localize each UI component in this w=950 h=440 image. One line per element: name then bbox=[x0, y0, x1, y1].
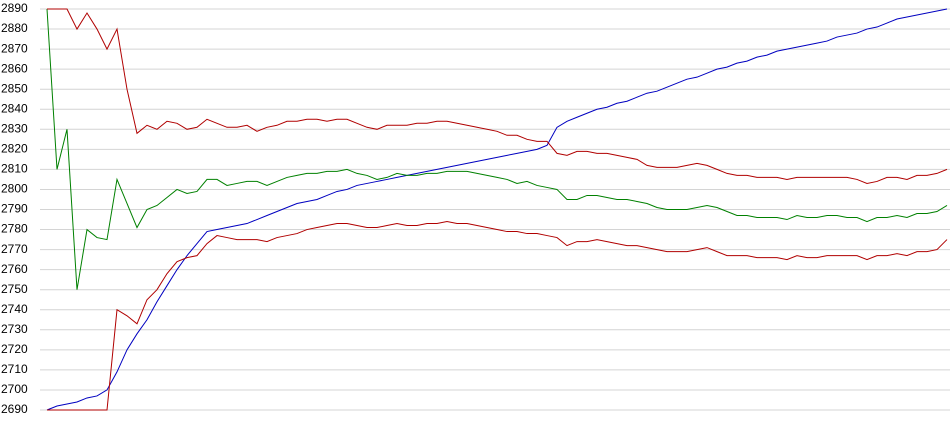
y-tick-label: 2820 bbox=[1, 142, 28, 156]
y-tick-label: 2860 bbox=[1, 61, 28, 75]
y-tick-label: 2870 bbox=[1, 41, 28, 55]
series-line bbox=[46, 8, 948, 290]
y-tick-label: 2790 bbox=[1, 202, 28, 216]
y-tick-label: 2810 bbox=[1, 162, 28, 176]
y-tick-label: 2710 bbox=[1, 362, 28, 376]
y-tick-label: 2700 bbox=[1, 382, 28, 396]
series-line bbox=[47, 221, 948, 411]
y-tick-label: 2890 bbox=[1, 1, 28, 15]
y-tick-label: 2850 bbox=[1, 81, 28, 95]
series-line bbox=[46, 8, 948, 411]
y-tick-label: 2780 bbox=[1, 222, 28, 236]
y-tick-label: 2750 bbox=[1, 282, 28, 296]
y-tick-label: 2740 bbox=[1, 302, 28, 316]
y-tick-label: 2880 bbox=[1, 21, 28, 35]
y-tick-label: 2690 bbox=[1, 402, 28, 416]
y-tick-label: 2720 bbox=[1, 342, 28, 356]
y-tick-label: 2760 bbox=[1, 262, 28, 276]
y-tick-label: 2830 bbox=[1, 121, 28, 135]
series-line bbox=[47, 8, 948, 184]
y-tick-label: 2840 bbox=[1, 101, 28, 115]
y-tick-label: 2770 bbox=[1, 242, 28, 256]
y-tick-label: 2800 bbox=[1, 182, 28, 196]
y-tick-label: 2730 bbox=[1, 322, 28, 336]
